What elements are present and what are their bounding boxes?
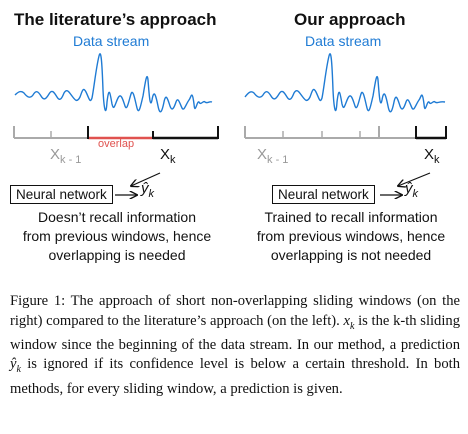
left-neural-network-box: Neural network: [10, 185, 113, 204]
left-stream-label: Data stream: [73, 33, 150, 49]
right-stream-label: Data stream: [305, 33, 382, 49]
figure: The literature’s approach Data stream ov…: [10, 10, 447, 286]
caption-label: Figure 1:: [10, 293, 66, 309]
caption-text-2: is the k-th sliding window since the beg…: [10, 312, 460, 353]
figure-caption: Figure 1: The approach of short non-over…: [10, 292, 460, 399]
figure-graphics: [13, 53, 447, 286]
left-description: Doesn’t recall information from previous…: [22, 209, 212, 263]
right-neural-network-box: Neural network: [272, 185, 375, 204]
right-prediction-label: ŷk: [405, 180, 418, 200]
left-prediction-label: ŷk: [141, 180, 154, 200]
right-panel-title: Our approach: [294, 10, 406, 29]
caption-text-3: is ignored if its confidence level is be…: [10, 356, 460, 397]
left-panel-title: The literature’s approach: [14, 10, 217, 29]
data-stream-wave-left: [14, 53, 213, 113]
caption-math-xk: xk: [343, 312, 355, 332]
right-cur-window-label: Xk: [424, 146, 440, 166]
left-prev-window-label: Xk - 1: [50, 146, 82, 166]
data-stream-wave-right: [244, 53, 446, 113]
right-description: Trained to recall information from previ…: [256, 209, 446, 263]
left-cur-window-label: Xk: [160, 146, 176, 166]
right-prev-window-label: Xk - 1: [257, 146, 289, 166]
caption-text-1: The approach of short non-overlapping sl…: [10, 293, 460, 329]
caption-math-yhatk: ŷk: [10, 356, 21, 376]
overlap-label: overlap: [98, 138, 135, 150]
